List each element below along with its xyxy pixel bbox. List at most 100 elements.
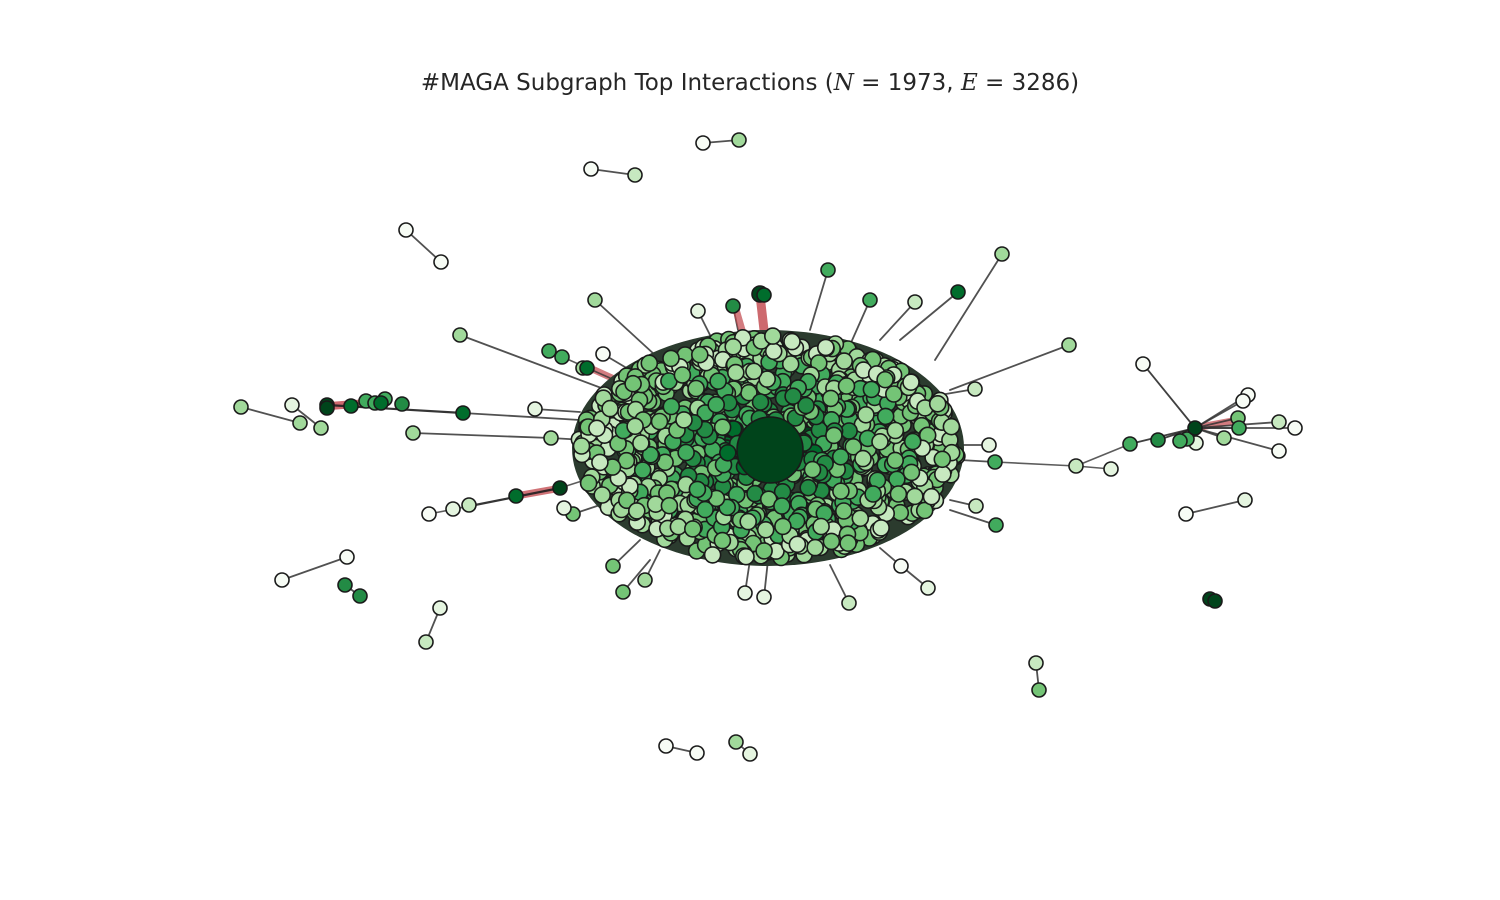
chain-node: [421, 506, 437, 522]
graph-nodes: [233, 132, 1303, 762]
cluster-node: [876, 407, 895, 426]
right-node: [1187, 420, 1203, 436]
chain-node: [508, 488, 524, 504]
isolated-node: [398, 222, 414, 238]
chain-node: [541, 343, 557, 359]
chain-node: [343, 398, 359, 414]
cluster-node: [669, 517, 688, 536]
cluster-node: [803, 460, 822, 479]
cluster-node: [739, 512, 758, 531]
isolated-node: [433, 254, 449, 270]
isolated-node: [233, 399, 249, 415]
cluster-node: [822, 532, 841, 551]
chain-node: [394, 396, 410, 412]
spoke-edge: [949, 509, 997, 526]
pair-edge: [240, 406, 301, 424]
cluster-node: [724, 337, 743, 356]
isolated-node: [1028, 655, 1044, 671]
isolated-node: [418, 634, 434, 650]
pair-edge: [281, 556, 348, 581]
chain-node: [579, 360, 595, 376]
peripheral-node: [595, 346, 611, 362]
cluster-node: [902, 373, 920, 392]
cluster-node: [821, 389, 840, 408]
cluster-node: [758, 370, 777, 388]
peripheral-node: [725, 298, 741, 314]
cluster-node: [688, 480, 707, 499]
peripheral-node: [987, 454, 1003, 470]
cluster-node: [683, 520, 702, 538]
spoke-edge: [849, 299, 871, 346]
isolated-node: [284, 397, 300, 413]
chain-node: [445, 501, 461, 517]
cluster-node: [889, 485, 908, 503]
isolated-node: [742, 746, 758, 762]
cluster-node: [806, 538, 825, 557]
isolated-node: [274, 572, 290, 588]
right-node: [1235, 393, 1251, 409]
spoke-edge: [594, 299, 656, 356]
cluster-node: [718, 443, 737, 462]
cluster-node: [915, 501, 934, 520]
right-edge: [1194, 427, 1280, 452]
cluster-node: [703, 546, 722, 564]
peripheral-node: [862, 292, 878, 308]
peripheral-node: [1061, 337, 1077, 353]
peripheral-node: [820, 262, 836, 278]
isolated-node: [689, 745, 705, 761]
cluster-node: [922, 487, 941, 506]
cluster-node: [774, 517, 792, 536]
peripheral-node: [756, 287, 772, 303]
right-node: [1135, 356, 1151, 372]
chart-title: #MAGA Subgraph Top Interactions (N = 197…: [420, 70, 1080, 96]
right-edge: [1142, 363, 1196, 429]
isolated-node: [583, 161, 599, 177]
peripheral-node: [907, 294, 923, 310]
cluster-node: [601, 399, 619, 418]
cluster-node: [773, 497, 791, 515]
isolated-node: [728, 734, 744, 750]
cluster-node: [797, 396, 815, 415]
cluster-node: [857, 405, 875, 424]
cluster-node: [825, 426, 843, 445]
chain-node: [319, 400, 335, 416]
cluster-node: [886, 421, 905, 440]
cluster-node: [788, 535, 807, 554]
pair-edge: [405, 229, 442, 263]
isolated-node: [313, 420, 329, 436]
isolated-node: [337, 577, 353, 593]
cluster-node: [713, 418, 732, 437]
cluster-node: [928, 394, 947, 413]
peripheral-node: [543, 430, 559, 446]
peripheral-node: [690, 303, 706, 319]
cluster-node: [871, 432, 889, 451]
cluster-node: [942, 417, 961, 436]
cluster-node: [633, 461, 652, 479]
peripheral-node: [981, 437, 997, 453]
cluster-node: [834, 502, 853, 520]
cluster-node: [593, 486, 612, 504]
hub-node: [736, 416, 804, 484]
spoke-edge: [412, 432, 552, 439]
cluster-node: [572, 437, 591, 455]
peripheral-node: [605, 558, 621, 574]
right-node: [1271, 414, 1287, 430]
cluster-node: [783, 332, 801, 351]
cluster-node: [886, 451, 905, 470]
cluster-node: [632, 434, 650, 452]
cluster-node: [835, 352, 854, 370]
cluster-node: [781, 355, 800, 373]
cluster-node: [905, 487, 924, 506]
cluster-node: [784, 387, 802, 406]
cluster-node: [591, 453, 609, 472]
peripheral-node: [920, 580, 936, 596]
cluster-node: [903, 432, 922, 451]
chain-node: [373, 395, 389, 411]
isolated-node: [292, 415, 308, 431]
peripheral-node: [994, 246, 1010, 262]
cluster-node: [650, 412, 669, 431]
cluster-node: [726, 363, 745, 382]
right-node: [1231, 420, 1247, 436]
cluster-node: [737, 547, 755, 566]
cluster-node: [844, 437, 863, 456]
